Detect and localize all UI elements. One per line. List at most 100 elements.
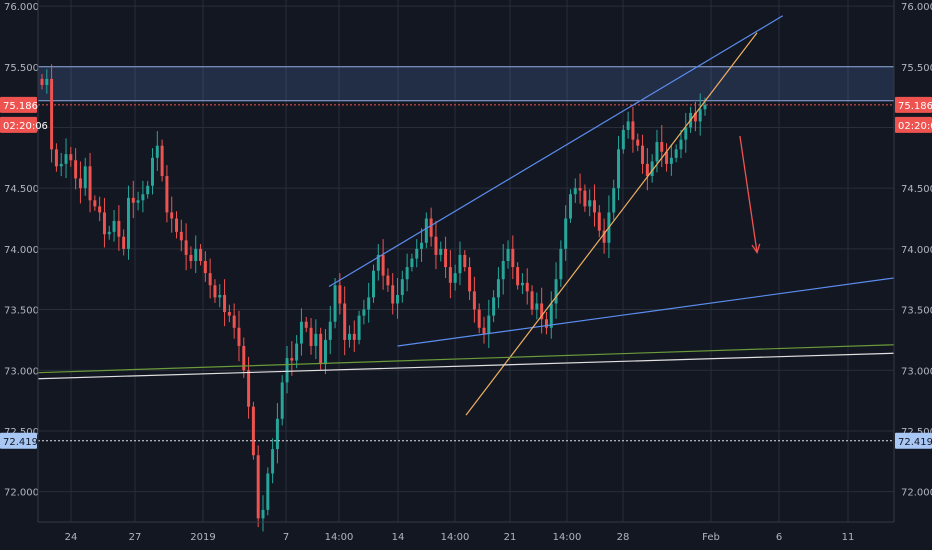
candle: [199, 244, 203, 266]
candle: [554, 262, 558, 319]
candle-body: [593, 200, 596, 213]
candle: [583, 184, 587, 212]
candle-body: [194, 248, 198, 261]
candle: [520, 273, 524, 295]
candle-body: [107, 231, 111, 235]
candle-body: [645, 163, 649, 177]
candle: [83, 157, 87, 196]
candle-body: [650, 161, 654, 177]
candle-body: [588, 200, 592, 207]
candle: [381, 239, 385, 290]
candle: [275, 403, 279, 464]
candle-body: [674, 149, 678, 158]
candle-body: [376, 254, 380, 271]
candle: [684, 112, 688, 153]
candle: [131, 180, 135, 219]
candle-body: [468, 267, 472, 292]
candle-body: [261, 509, 265, 519]
candle-body: [665, 151, 669, 164]
candle-body: [357, 315, 361, 340]
candle-body: [333, 285, 337, 322]
candle-body: [213, 285, 217, 298]
candle-body: [516, 267, 520, 286]
candle: [88, 152, 92, 213]
candle: [372, 264, 375, 303]
candle-body: [247, 370, 251, 407]
candle: [50, 64, 54, 163]
candle: [621, 125, 625, 154]
candle-body: [74, 160, 78, 179]
candle: [347, 325, 351, 348]
trendline-blue: [328, 15, 784, 288]
candle-body: [641, 145, 645, 164]
candle-body: [141, 194, 145, 201]
candle-body: [69, 154, 73, 161]
candle: [323, 328, 327, 375]
candle: [179, 219, 183, 252]
candle: [74, 148, 78, 190]
candle: [256, 445, 260, 528]
candle-body: [535, 303, 539, 310]
candle: [482, 316, 486, 344]
candle-body: [136, 200, 140, 203]
candle-body: [343, 303, 347, 340]
countdown-badge-right-text: 02:20:06: [898, 121, 932, 132]
arrow-head: [751, 243, 761, 254]
candle-body: [50, 78, 54, 150]
candle: [578, 173, 582, 204]
candle-body: [218, 294, 222, 298]
candle-body: [439, 248, 443, 255]
candle: [64, 138, 68, 179]
candle-body: [266, 473, 270, 510]
candle-body: [131, 197, 135, 203]
candle-body: [554, 279, 558, 304]
candle: [237, 310, 241, 362]
candle: [328, 305, 332, 355]
candle: [679, 129, 683, 159]
candle: [501, 244, 505, 295]
candle-body: [299, 321, 303, 344]
candle-body: [319, 333, 323, 365]
candle-body: [444, 248, 448, 268]
candle-body: [472, 291, 476, 310]
candle: [559, 240, 563, 287]
candle-body: [410, 258, 414, 268]
candle: [631, 106, 635, 153]
candle: [612, 179, 616, 221]
candle-body: [314, 333, 318, 346]
candle: [674, 144, 678, 163]
candle: [376, 244, 380, 281]
candle-body: [492, 297, 496, 316]
x-tick-label: Feb: [702, 532, 720, 543]
candle: [208, 258, 212, 299]
candle-body: [199, 248, 203, 261]
candle-body: [448, 267, 452, 283]
candle: [160, 139, 164, 182]
countdown-badge-right-bg: [895, 116, 932, 133]
arrow-shaft: [739, 135, 758, 253]
x-tick-label: 2019: [190, 532, 215, 543]
candle: [415, 239, 419, 268]
candle-body: [352, 333, 356, 340]
candle-body: [309, 327, 313, 346]
candle-body: [170, 212, 174, 219]
candle-body: [146, 185, 150, 195]
candle-body: [477, 309, 481, 328]
candle: [261, 495, 265, 532]
y-tick-label-left: 76.000: [4, 2, 39, 13]
candle-body: [405, 267, 409, 280]
marker-badge-right-bg: [895, 432, 932, 449]
countdown-badge-right: 02:20:06: [895, 116, 932, 133]
candle: [626, 111, 630, 139]
candle: [506, 240, 510, 269]
candle: [136, 191, 140, 211]
candle-body: [549, 303, 553, 328]
candle-body: [415, 248, 419, 259]
y-tick-label-left: 74.000: [4, 245, 39, 256]
candle-body: [102, 212, 106, 235]
candle-body: [597, 212, 601, 231]
candle-body: [684, 127, 688, 140]
candle-body: [98, 206, 102, 213]
candle: [266, 467, 270, 516]
